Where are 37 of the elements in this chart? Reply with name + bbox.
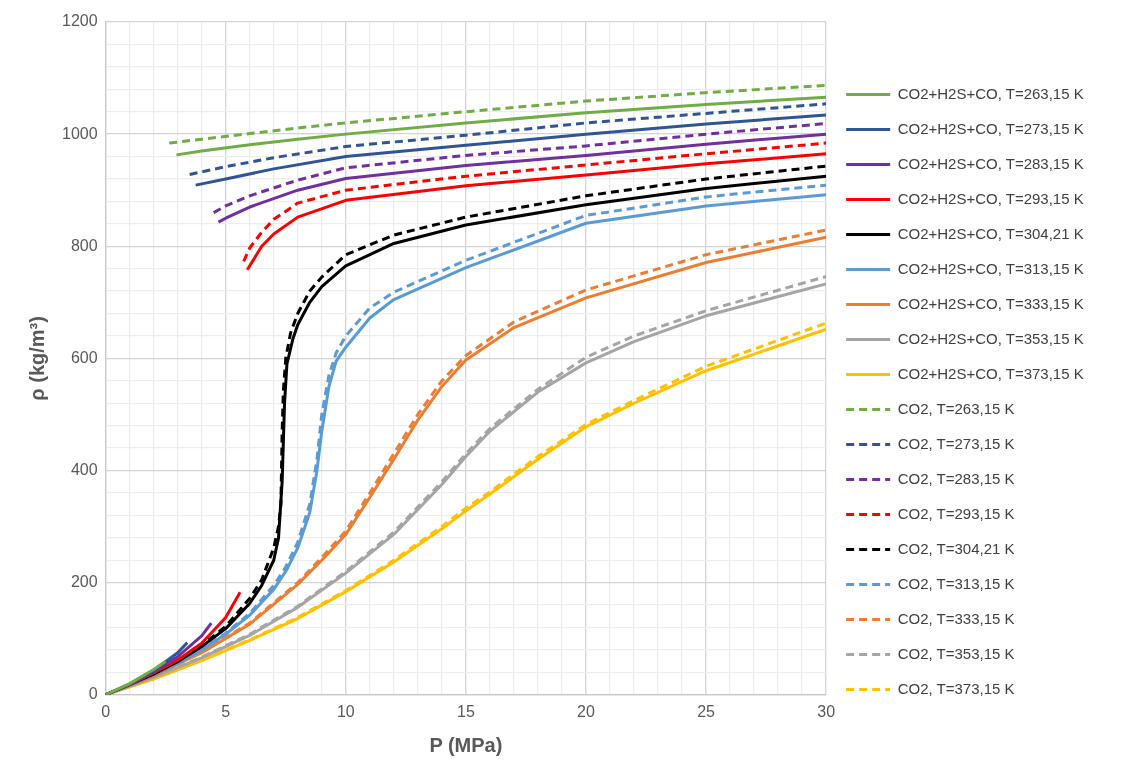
x-tick-label: 0 [101,702,111,720]
y-tick-label: 800 [70,236,98,254]
legend-label: CO2+H2S+CO, T=293,15 K [897,189,1084,207]
x-tick-label: 15 [456,702,475,720]
legend-label: CO2, T=373,15 K [897,679,1015,697]
legend-label: CO2+H2S+CO, T=263,15 K [897,84,1084,102]
legend-label: CO2, T=333,15 K [897,609,1015,627]
legend-label: CO2+H2S+CO, T=283,15 K [897,154,1084,172]
legend-label: CO2, T=283,15 K [897,469,1015,487]
line-series [188,102,827,176]
legend-label: CO2+H2S+CO, T=353,15 K [897,329,1084,347]
legend-label: CO2, T=293,15 K [897,504,1015,522]
y-tick-label: 1200 [62,12,98,30]
x-axis-title: P (MPa) [429,733,503,756]
y-tick-label: 0 [88,685,98,703]
x-tick-label: 20 [577,702,595,720]
x-tick-label: 10 [336,702,355,720]
legend-label: CO2, T=304,21 K [897,539,1015,557]
line-series [242,141,827,263]
y-tick-label: 600 [70,348,98,366]
legend-label: CO2+H2S+CO, T=313,15 K [897,259,1084,277]
y-axis-title: ρ (kg/m³) [25,316,48,401]
line-series [167,83,827,145]
x-tick-label: 5 [221,702,231,720]
legend-label: CO2, T=263,15 K [897,399,1015,417]
legend-label: CO2+H2S+CO, T=273,15 K [897,119,1084,137]
y-tick-label: 1000 [62,124,98,142]
x-tick-label: 25 [697,702,716,720]
legend-label: CO2, T=313,15 K [897,574,1015,592]
y-tick-label: 400 [70,460,98,478]
legend-label: CO2, T=273,15 K [897,434,1015,452]
legend-label: CO2+H2S+CO, T=373,15 K [897,364,1084,382]
legend-label: CO2+H2S+CO, T=304,21 K [897,224,1084,242]
y-tick-label: 200 [70,573,98,591]
legend-label: CO2, T=353,15 K [897,644,1015,662]
legend-label: CO2+H2S+CO, T=333,15 K [897,294,1084,312]
x-tick-label: 30 [817,702,836,720]
